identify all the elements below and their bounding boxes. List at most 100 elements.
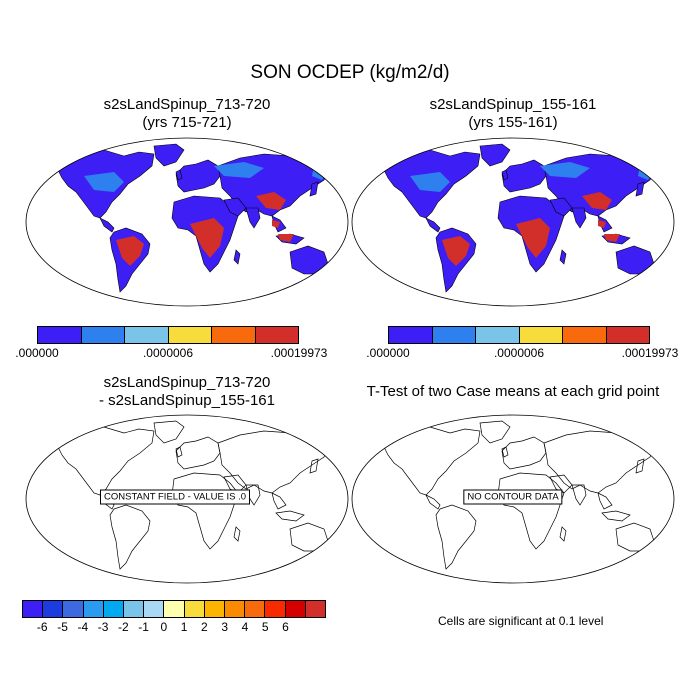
colorbar-swatch (265, 601, 286, 617)
field-region-land-high (272, 220, 280, 228)
land-centralAmerica (425, 217, 441, 233)
map-top-left (25, 137, 349, 307)
panel-title-line1: s2sLandSpinup_155-161 (429, 96, 597, 113)
panel-title-line2: (yrs 155-161) (468, 114, 558, 131)
colorbar-swatch (563, 327, 607, 343)
land-seAsia (271, 492, 287, 510)
land-indonesia (601, 510, 631, 522)
land-europe (175, 436, 221, 470)
panel-title-line1: T-Test of two Case means at each grid po… (366, 383, 660, 400)
panel-title-line1: s2sLandSpinup_713-720 (103, 96, 271, 113)
colorbar-tick-label: 4 (241, 620, 249, 634)
colorbar-top-right (388, 326, 650, 344)
colorbar-top-left (37, 326, 299, 344)
significance-note: Cells are significant at 0.1 level (438, 614, 604, 628)
land-japan (635, 181, 645, 197)
field-region-land-high (582, 192, 612, 210)
colorbar-tick-label: .000000 (366, 346, 410, 360)
land-madagascar (559, 526, 567, 542)
colorbar-tick-label: 3 (221, 620, 228, 634)
colorbar-swatch (81, 327, 125, 343)
figure-title: SON OCDEP (kg/m2/d) (250, 62, 450, 83)
land-southAmerica (109, 504, 151, 570)
land-greenland (153, 420, 185, 444)
colorbar-swatch (103, 601, 125, 617)
panel-title-bottom-left: s2sLandSpinup_713-720 - s2sLandSpinup_15… (24, 374, 350, 410)
colorbar-tick-label: -1 (138, 620, 149, 634)
colorbar-swatch (184, 601, 205, 617)
land-arabia (223, 474, 247, 494)
land-newZealand (333, 271, 339, 285)
colorbar-swatch (23, 601, 44, 617)
land-arabia (549, 197, 573, 217)
colorbar-bottom-left (22, 600, 326, 618)
constant-field-message: CONSTANT FIELD - VALUE IS .0 (99, 489, 251, 505)
colorbar-swatch (125, 327, 169, 343)
panel-title-top-right: s2sLandSpinup_155-161 (yrs 155-161) (350, 96, 676, 132)
panel-title-top-left: s2sLandSpinup_713-720 (yrs 715-721) (24, 96, 350, 132)
land-madagascar (233, 249, 241, 265)
panel-title-bottom-right: T-Test of two Case means at each grid po… (350, 383, 676, 401)
land-indonesia (275, 510, 305, 522)
colorbar-swatch (476, 327, 520, 343)
colorbar-swatch (43, 601, 64, 617)
land-india (245, 207, 261, 229)
field-region-land-high (256, 192, 286, 210)
land-europe (501, 436, 547, 470)
land-arabia (549, 474, 573, 494)
map-frame (351, 414, 675, 584)
land-uk (175, 169, 183, 181)
land-japan (309, 181, 319, 197)
colorbar-tick-label: .00019973 (270, 346, 328, 360)
land-greenland (153, 143, 185, 167)
field-region-land-high (442, 236, 470, 266)
field-region-land-high (604, 234, 620, 242)
colorbar-tick-label: .000000 (15, 346, 59, 360)
colorbar-swatch (164, 601, 185, 617)
land-india (571, 207, 587, 229)
land-india (571, 484, 587, 506)
land-uk (175, 446, 183, 458)
panel-title-line2: (yrs 715-721) (142, 114, 232, 131)
colorbar-tick-label: 5 (261, 620, 269, 634)
colorbar-swatch (285, 601, 306, 617)
land-centralAmerica (99, 217, 115, 233)
land-northAmerica (375, 426, 481, 496)
colorbar-tick-label: -6 (36, 620, 48, 634)
land-europe (501, 159, 547, 193)
land-africa (497, 472, 565, 550)
colorbar-swatch (38, 327, 82, 343)
field-region-land-mid (84, 172, 124, 192)
land-newZealand (659, 547, 665, 563)
land-newZealand (659, 271, 665, 285)
colorbar-swatch (225, 601, 246, 617)
colorbar-swatch (168, 327, 212, 343)
colorbar-tick-label: 0 (160, 620, 168, 634)
land-europe (175, 159, 221, 193)
land-madagascar (233, 526, 241, 542)
colorbar-swatch (519, 327, 563, 343)
no-contour-message: NO CONTOUR DATA (463, 489, 563, 505)
colorbar-tick-label: -4 (77, 620, 89, 634)
land-greenland (479, 143, 511, 167)
field-region-land-high (116, 236, 144, 266)
colorbar-swatch (606, 327, 649, 343)
land-northAmerica (49, 426, 155, 496)
colorbar-tick-label: .00019973 (621, 346, 679, 360)
field-region-land-high (598, 220, 606, 228)
panel-title-line1: s2sLandSpinup_713-720 (103, 374, 271, 391)
colorbar-swatch (63, 601, 84, 617)
map-top-right (351, 137, 675, 307)
field-region-land-mid (214, 162, 264, 178)
land-uk (501, 446, 509, 458)
land-seAsia (597, 492, 613, 510)
land-arabia (223, 197, 247, 217)
land-southAmerica (435, 504, 477, 570)
field-region-land-mid (410, 172, 450, 192)
colorbar-tick-label: .0000006 (142, 346, 194, 360)
colorbar-tick-label: 6 (282, 620, 289, 634)
colorbar-tick-label: -5 (57, 620, 68, 634)
map-frame (25, 137, 349, 307)
colorbar-swatch (305, 601, 326, 617)
colorbar-swatch (144, 601, 165, 617)
